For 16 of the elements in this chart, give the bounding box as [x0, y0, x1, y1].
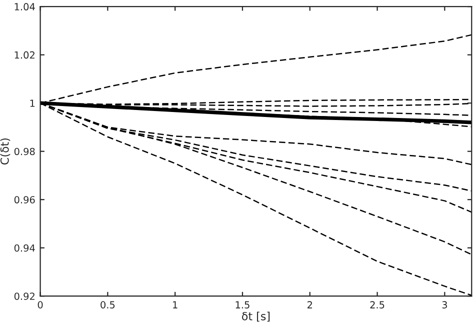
y-tick-label: 0.92 — [14, 292, 34, 300]
x-tick-label: 0.5 — [100, 301, 115, 308]
y-tick-label: 1.02 — [14, 51, 34, 59]
y-tick-label: 0.94 — [14, 244, 35, 252]
x-tick-label: 3 — [442, 301, 447, 308]
y-tick-label: 1.04 — [14, 3, 35, 10]
x-tick-label: 1 — [173, 301, 178, 308]
y-axis-title: C(δt) — [0, 138, 10, 165]
y-tick-label: 0.96 — [14, 196, 35, 204]
x-axis-title: δt [s] — [242, 312, 270, 322]
x-tick-label: 0 — [38, 301, 43, 308]
y-tick-label: 1 — [30, 100, 35, 107]
y-tick-label: 0.98 — [14, 148, 35, 156]
x-tick-label: 2 — [307, 301, 312, 308]
x-tick-label: 2.5 — [370, 301, 384, 308]
x-tick-label: 1.5 — [236, 301, 250, 308]
